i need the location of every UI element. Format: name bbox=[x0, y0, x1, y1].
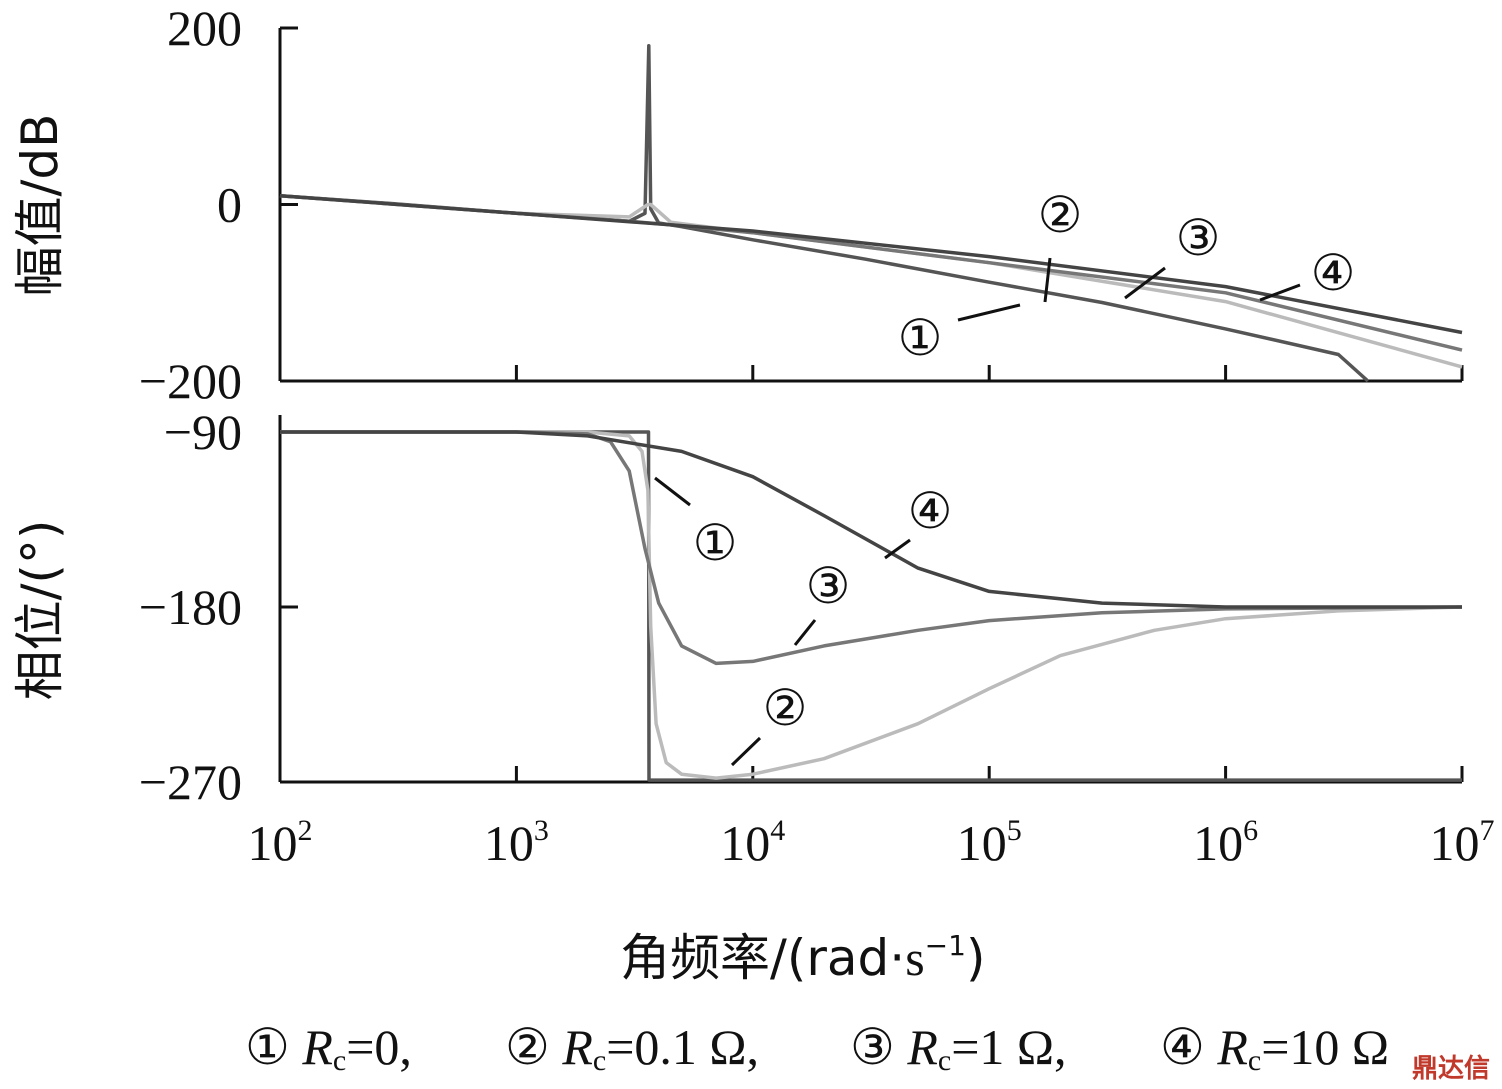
phase-y-title: 相位/(°) bbox=[11, 520, 69, 701]
mag-callout-1: ① bbox=[898, 310, 943, 366]
phase-ticks: −90 −180 −270 bbox=[139, 404, 1228, 810]
mag-callout-3: ③ bbox=[1176, 210, 1221, 266]
magnitude-y-title: 幅值/dB bbox=[11, 114, 69, 297]
legend-value-3: =1 Ω, bbox=[951, 1019, 1067, 1075]
mag-callout-2-leader bbox=[1043, 257, 1052, 303]
legend-symbol-2: R bbox=[562, 1019, 593, 1075]
magnitude-ytick-label-0: 200 bbox=[167, 0, 242, 56]
legend-item-1: ① Rc=0, bbox=[245, 1018, 412, 1078]
legend-symbol-4: R bbox=[1217, 1019, 1248, 1075]
phase-callout-1: ① bbox=[693, 515, 738, 571]
legend: ① Rc=0, ② Rc=0.1 Ω, ③ Rc=1 Ω, ④ Rc=10 Ω bbox=[0, 1018, 1502, 1089]
legend-marker-4: ④ bbox=[1160, 1019, 1205, 1075]
magnitude-axes bbox=[278, 28, 1464, 383]
phase-callout-3-leader bbox=[793, 619, 817, 646]
x-axis-title-s: s bbox=[905, 930, 924, 986]
legend-sub-1: c bbox=[332, 1044, 347, 1077]
magnitude-ticks: 200 0 −200 bbox=[139, 0, 1228, 409]
phase-ytick-label-2: −270 bbox=[139, 754, 242, 810]
mag-callout-2: ② bbox=[1038, 187, 1083, 243]
mag-callout-4: ④ bbox=[1311, 245, 1356, 301]
legend-symbol-1: R bbox=[302, 1019, 333, 1075]
phase-series-4 bbox=[280, 430, 1462, 609]
x-tick-labels: 102 103 104 105 106 107 bbox=[248, 814, 1495, 871]
magnitude-ytick-label-1: 0 bbox=[217, 177, 242, 233]
x-tick-label-1: 103 bbox=[484, 814, 549, 871]
x-tick-label-0: 102 bbox=[248, 814, 313, 871]
phase-callout-4: ④ bbox=[908, 483, 953, 539]
magnitude-ytick-label-2: −200 bbox=[139, 353, 242, 409]
x-axis-title-dot: · bbox=[889, 929, 905, 987]
legend-item-4: ④ Rc=10 Ω bbox=[1160, 1018, 1389, 1078]
watermark: 鼎达信 bbox=[1411, 1054, 1490, 1084]
legend-symbol-3: R bbox=[907, 1019, 938, 1075]
phase-curves bbox=[280, 430, 1463, 782]
legend-marker-3: ③ bbox=[850, 1019, 895, 1075]
x-axis-title-exp: −1 bbox=[925, 929, 966, 962]
phase-callout-2: ② bbox=[763, 680, 808, 736]
phase-series-3 bbox=[280, 430, 1463, 666]
legend-sub-3: c bbox=[937, 1044, 952, 1077]
callouts: ① ② ③ ④ ① ② ③ ④ bbox=[654, 187, 1356, 767]
mag-callout-4-leader bbox=[1259, 283, 1301, 302]
magnitude-series-2 bbox=[279, 193, 1463, 369]
x-tick-label-4: 106 bbox=[1193, 814, 1258, 871]
x-axis-title-close: ) bbox=[966, 929, 986, 987]
legend-sub-2: c bbox=[592, 1044, 607, 1077]
phase-axes bbox=[278, 415, 1464, 784]
phase-callout-3: ③ bbox=[806, 558, 851, 614]
legend-item-3: ③ Rc=1 Ω, bbox=[850, 1018, 1067, 1078]
phase-ytick-label-0: −90 bbox=[164, 404, 242, 460]
legend-marker-2: ② bbox=[505, 1019, 550, 1075]
x-tick-label-3: 105 bbox=[957, 814, 1022, 871]
phase-callout-4-leader bbox=[884, 538, 911, 560]
magnitude-curves bbox=[279, 43, 1463, 383]
x-axis-title: 角频率/(rad·s−1) bbox=[620, 929, 985, 987]
legend-value-2: =0.1 Ω, bbox=[606, 1019, 760, 1075]
phase-callout-2-leader bbox=[730, 736, 762, 767]
mag-callout-1-leader bbox=[957, 303, 1021, 322]
x-axis-title-main: 角频率/(rad bbox=[620, 929, 889, 987]
legend-value-1: =0, bbox=[346, 1019, 412, 1075]
x-tick-label-2: 104 bbox=[720, 814, 785, 871]
magnitude-series-4 bbox=[279, 193, 1463, 335]
legend-value-4: =10 Ω bbox=[1261, 1019, 1390, 1075]
legend-marker-1: ① bbox=[245, 1019, 290, 1075]
phase-ytick-label-1: −180 bbox=[139, 579, 242, 635]
legend-sub-4: c bbox=[1247, 1044, 1262, 1077]
phase-series-2 bbox=[280, 430, 1463, 780]
legend-item-2: ② Rc=0.1 Ω, bbox=[505, 1018, 759, 1078]
x-tick-label-5: 107 bbox=[1430, 814, 1495, 871]
mag-callout-3-leader bbox=[1124, 266, 1166, 300]
phase-callout-1-leader bbox=[654, 476, 691, 507]
magnitude-series-3 bbox=[279, 193, 1463, 352]
